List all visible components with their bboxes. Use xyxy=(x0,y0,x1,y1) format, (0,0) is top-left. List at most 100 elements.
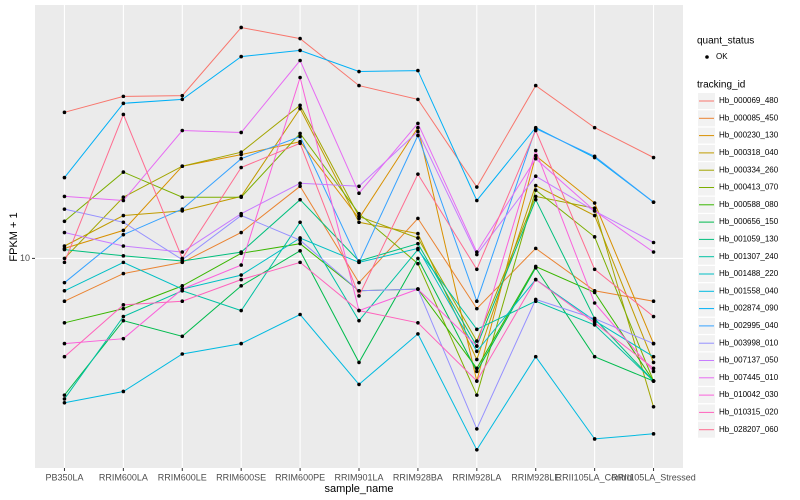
point xyxy=(62,299,67,303)
point xyxy=(533,266,538,270)
point xyxy=(357,184,361,189)
point xyxy=(121,389,126,394)
x-tick-label: PB350LA xyxy=(45,472,83,482)
point xyxy=(298,197,302,202)
point xyxy=(239,263,243,267)
legend-label: Hb_001059_130 xyxy=(719,235,779,244)
point xyxy=(239,165,243,170)
point xyxy=(121,112,126,117)
point xyxy=(592,201,597,205)
point xyxy=(121,306,126,311)
point xyxy=(416,216,420,221)
point xyxy=(121,336,126,341)
point xyxy=(239,54,243,59)
point xyxy=(121,228,126,233)
point xyxy=(180,256,185,261)
x-tick-label: RRIM600PE xyxy=(275,472,325,482)
point xyxy=(239,156,243,161)
point xyxy=(298,141,302,146)
point xyxy=(62,400,67,405)
point xyxy=(592,235,597,239)
point xyxy=(416,246,420,251)
point xyxy=(62,194,67,199)
point xyxy=(357,318,361,323)
point xyxy=(475,427,479,431)
point xyxy=(298,184,302,189)
point xyxy=(357,211,361,216)
point xyxy=(651,200,656,204)
legend-title: quant_status xyxy=(697,36,754,47)
point xyxy=(180,250,185,254)
point xyxy=(357,191,361,195)
x-tick-label: RRIM600LA xyxy=(99,472,148,482)
point xyxy=(239,25,243,30)
x-tick-label: RRIM928LE xyxy=(511,472,560,482)
point xyxy=(475,366,479,371)
point xyxy=(533,128,538,133)
point xyxy=(416,97,420,102)
point xyxy=(239,341,243,346)
x-axis-title: sample_name xyxy=(324,483,393,495)
point xyxy=(62,207,67,211)
point xyxy=(651,366,656,371)
point xyxy=(592,437,597,441)
point xyxy=(357,382,361,387)
point xyxy=(62,256,67,261)
point xyxy=(592,354,597,359)
point xyxy=(239,308,243,313)
point xyxy=(592,206,597,211)
point xyxy=(475,267,479,272)
point xyxy=(651,379,656,383)
point xyxy=(357,308,361,313)
point xyxy=(239,250,243,254)
point xyxy=(475,344,479,348)
point xyxy=(357,280,361,285)
x-tick-label: RRIM928BA xyxy=(393,472,443,482)
point xyxy=(475,369,479,374)
legend-label: OK xyxy=(716,52,728,61)
point xyxy=(180,164,185,169)
point xyxy=(533,277,538,282)
point xyxy=(121,254,126,258)
point xyxy=(62,288,67,293)
point xyxy=(180,299,185,303)
legend-label: Hb_000318_040 xyxy=(719,148,779,157)
point xyxy=(357,294,361,298)
point xyxy=(651,250,656,254)
point xyxy=(416,236,420,240)
point xyxy=(533,183,538,188)
legend-symbol xyxy=(705,55,709,59)
point xyxy=(651,369,656,374)
point xyxy=(416,320,420,325)
point xyxy=(475,185,479,189)
point xyxy=(180,97,185,102)
legend-label: Hb_000334_260 xyxy=(719,165,779,174)
point xyxy=(62,230,67,235)
point xyxy=(239,230,243,235)
point xyxy=(180,334,185,339)
point xyxy=(475,379,479,383)
point xyxy=(357,220,361,225)
x-tick-label: RRIM928LA xyxy=(452,472,501,482)
point xyxy=(416,133,420,138)
point xyxy=(298,48,302,53)
point xyxy=(416,332,420,336)
point xyxy=(298,58,302,63)
point xyxy=(121,260,126,265)
point xyxy=(592,316,597,321)
point xyxy=(62,244,67,248)
legend-label: Hb_000588_080 xyxy=(719,200,779,209)
point xyxy=(298,75,302,80)
point xyxy=(62,280,67,285)
point xyxy=(357,288,361,293)
point xyxy=(533,197,538,202)
point xyxy=(180,128,185,133)
point xyxy=(62,110,67,115)
point xyxy=(121,213,126,218)
point xyxy=(298,238,302,243)
point xyxy=(298,220,302,225)
point xyxy=(651,354,656,359)
x-tick-label: RRIM901LA xyxy=(334,472,383,482)
point xyxy=(416,261,420,266)
point xyxy=(357,360,361,365)
